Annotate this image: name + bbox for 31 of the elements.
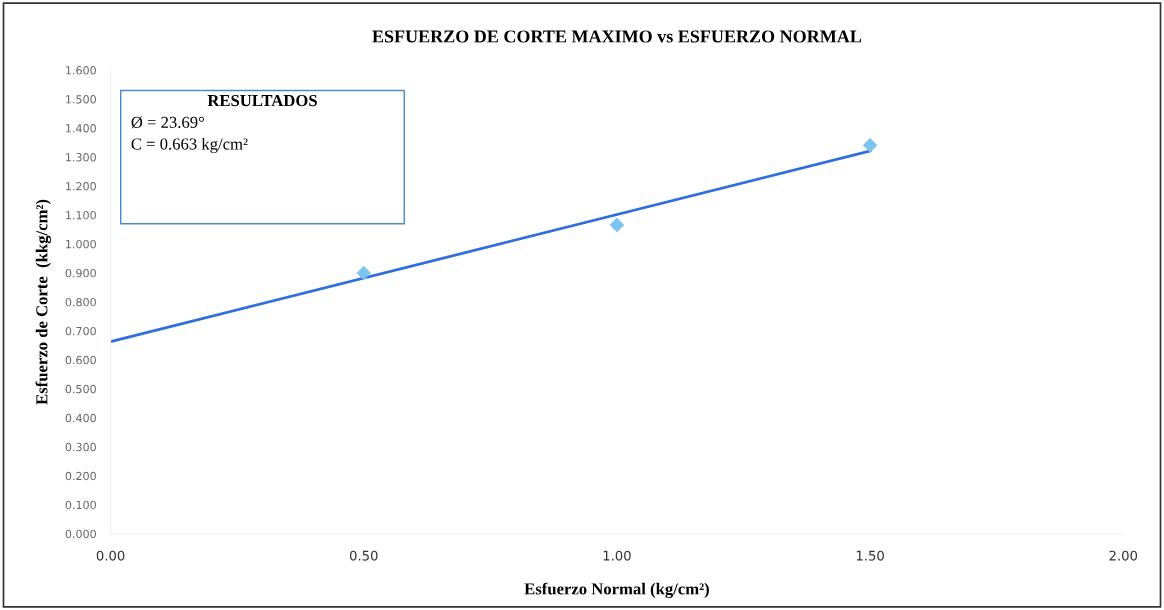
chart-title: ESFUERZO DE CORTE MAXIMO vs ESFUERZO NORMAL bbox=[372, 30, 862, 43]
x-tick-label: 1.00 bbox=[603, 550, 631, 561]
y-tick-label: 0.200 bbox=[65, 471, 96, 481]
annotation: Ø = 23.69° bbox=[131, 116, 204, 129]
y-tick-label: 0.700 bbox=[65, 326, 96, 336]
y-tick-label: 0.100 bbox=[65, 500, 96, 510]
y-tick-label: 0.000 bbox=[65, 529, 96, 539]
x-tick-label: 0.50 bbox=[349, 550, 378, 561]
annotation: RESULTADOS bbox=[207, 94, 317, 107]
x-tick-label: 0.00 bbox=[96, 550, 125, 561]
point bbox=[862, 137, 878, 153]
y-axis-title: Esfuerzo de Corte (kkg/cm²) bbox=[35, 199, 51, 405]
x-tick-label: 1.50 bbox=[856, 550, 884, 561]
x-axis-title: Esfuerzo Normal (kg/cm²) bbox=[524, 582, 709, 599]
y-tick-label: 1.000 bbox=[66, 239, 96, 249]
y-tick-label: 0.300 bbox=[65, 442, 96, 452]
y-tick-label: 1.100 bbox=[66, 211, 96, 220]
point bbox=[609, 217, 625, 233]
y-tick-label: 0.800 bbox=[65, 297, 96, 307]
y-tick-label: 0.400 bbox=[65, 413, 96, 423]
y-tick-label: 1.200 bbox=[66, 182, 96, 191]
y-tick-label: 1.600 bbox=[66, 66, 96, 75]
y-tick-label: 1.400 bbox=[66, 124, 96, 133]
y-tick-label: 0.500 bbox=[65, 384, 96, 394]
y-tick-label: 0.600 bbox=[65, 355, 96, 365]
annotation: C = 0.663 kg/cm² bbox=[131, 137, 248, 154]
point bbox=[356, 265, 372, 281]
x-tick-label: 2.00 bbox=[1109, 550, 1138, 561]
y-tick-label: 1.500 bbox=[66, 95, 96, 104]
y-tick-label: 0.900 bbox=[65, 268, 96, 278]
y-tick-label: 1.300 bbox=[66, 153, 96, 162]
